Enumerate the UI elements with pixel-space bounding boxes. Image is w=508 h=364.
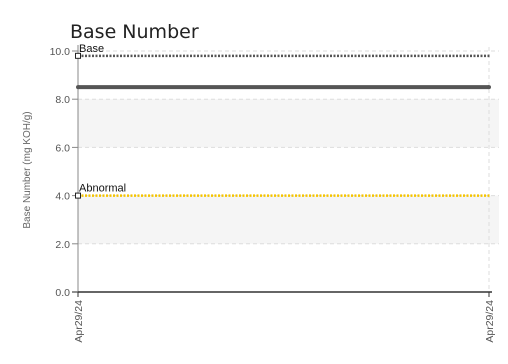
y-tick-label-2: 4.0 [55,191,70,203]
background-band-0 [78,195,499,244]
y-tick-label-3: 6.0 [55,142,70,154]
background-band-1 [78,99,499,148]
reference-marker-base [75,52,81,59]
y-tick-label-0: 0.0 [55,287,70,299]
y-axis-label: Base Number (mg KOH/g) [22,111,33,228]
reference-label-abnormal: Abnormal [79,183,126,195]
data-point-0-0 [76,85,80,90]
reference-label-base: Base [79,43,104,55]
y-tick-label-1: 2.0 [55,239,70,251]
x-tick-label-0: Apr29/24 [73,300,85,343]
y-tick-label-5: 10.0 [50,46,71,58]
data-point-0-1 [487,85,491,90]
x-tick-label-1: Apr29/24 [484,300,496,343]
reference-marker-abnormal [75,192,81,199]
chart-title: Base Number [70,21,199,43]
y-tick-label-4: 8.0 [55,94,70,106]
